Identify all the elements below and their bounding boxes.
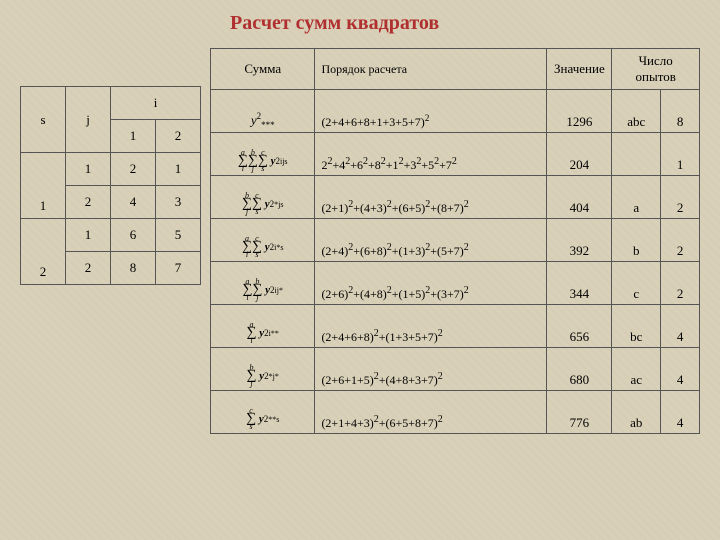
calc-cell: (2+1)2+(4+3)2+(6+5)2+(8+7)2 (315, 176, 547, 219)
sum-cell: y2*** (211, 90, 315, 133)
hdr-calc: Порядок расчета (315, 49, 547, 90)
left-j: 2 (66, 252, 111, 285)
table-row: b∑jc∑s y2*js(2+1)2+(4+3)2+(6+5)2+(8+7)24… (211, 176, 700, 219)
left-i1: 6 (111, 219, 156, 252)
n-cell: 4 (661, 305, 700, 348)
sum-cell: b∑j y2*j* (211, 348, 315, 391)
left-row: 1 1 2 1 (21, 153, 201, 186)
value-cell: 204 (547, 133, 612, 176)
sum-cell: a∑ib∑jc∑s y2ijs (211, 133, 315, 176)
sum-cell: a∑ib∑j y2ij* (211, 262, 315, 305)
left-j: 2 (66, 186, 111, 219)
value-cell: 344 (547, 262, 612, 305)
left-i2: 1 (156, 153, 201, 186)
calc-cell: 22+42+62+82+12+32+52+72 (315, 133, 547, 176)
left-i1: 8 (111, 252, 156, 285)
exp-cell: bc (612, 305, 661, 348)
data-table-left: s j i 1 2 1 1 2 1 2 4 3 2 1 6 5 2 8 7 (20, 86, 201, 285)
exp-cell: abc (612, 90, 661, 133)
calc-cell: (2+4)2+(6+8)2+(1+3)2+(5+7)2 (315, 219, 547, 262)
n-cell: 2 (661, 219, 700, 262)
exp-cell: c (612, 262, 661, 305)
calc-cell: (2+1+4+3)2+(6+5+8+7)2 (315, 391, 547, 434)
exp-cell: b (612, 219, 661, 262)
sum-cell: c∑s y2**s (211, 391, 315, 434)
left-s: 1 (21, 153, 66, 219)
left-i2: 7 (156, 252, 201, 285)
sum-cell: b∑jc∑s y2*js (211, 176, 315, 219)
exp-cell: ac (612, 348, 661, 391)
table-row: a∑ic∑s y2i*s(2+4)2+(6+8)2+(1+3)2+(5+7)23… (211, 219, 700, 262)
hdr-sum: Сумма (211, 49, 315, 90)
value-cell: 680 (547, 348, 612, 391)
table-header-row: Сумма Порядок расчета Значение Число опы… (211, 49, 700, 90)
n-cell: 1 (661, 133, 700, 176)
calc-table-right: Сумма Порядок расчета Значение Число опы… (210, 48, 700, 434)
left-i2: 5 (156, 219, 201, 252)
exp-cell: ab (612, 391, 661, 434)
left-s: 2 (21, 219, 66, 285)
n-cell: 8 (661, 90, 700, 133)
n-cell: 4 (661, 348, 700, 391)
calc-cell: (2+4+6+8)2+(1+3+5+7)2 (315, 305, 547, 348)
left-i1: 2 (111, 153, 156, 186)
calc-cell: (2+4+6+8+1+3+5+7)2 (315, 90, 547, 133)
value-cell: 392 (547, 219, 612, 262)
sum-cell: a∑ic∑s y2i*s (211, 219, 315, 262)
left-hdr-i: i (111, 87, 201, 120)
value-cell: 776 (547, 391, 612, 434)
left-i1: 4 (111, 186, 156, 219)
left-i2: 3 (156, 186, 201, 219)
hdr-exp: Число опытов (612, 49, 700, 90)
left-j: 1 (66, 219, 111, 252)
value-cell: 656 (547, 305, 612, 348)
left-hdr-2: 2 (156, 120, 201, 153)
left-j: 1 (66, 153, 111, 186)
calc-cell: (2+6)2+(4+8)2+(1+5)2+(3+7)2 (315, 262, 547, 305)
value-cell: 1296 (547, 90, 612, 133)
page-title: Расчет сумм квадратов (230, 12, 439, 35)
left-hdr-s: s (21, 87, 66, 153)
table-row: b∑j y2*j*(2+6+1+5)2+(4+8+3+7)2680ac4 (211, 348, 700, 391)
n-cell: 4 (661, 391, 700, 434)
n-cell: 2 (661, 262, 700, 305)
table-row: c∑s y2**s(2+1+4+3)2+(6+5+8+7)2776ab4 (211, 391, 700, 434)
hdr-val: Значение (547, 49, 612, 90)
table-row: y2***(2+4+6+8+1+3+5+7)21296abc8 (211, 90, 700, 133)
sum-cell: a∑i y2i** (211, 305, 315, 348)
table-row: a∑ib∑jc∑s y2ijs22+42+62+82+12+32+52+7220… (211, 133, 700, 176)
left-row: 2 1 6 5 (21, 219, 201, 252)
table-row: a∑ib∑j y2ij*(2+6)2+(4+8)2+(1+5)2+(3+7)23… (211, 262, 700, 305)
exp-cell (612, 133, 661, 176)
exp-cell: a (612, 176, 661, 219)
table-row: a∑i y2i**(2+4+6+8)2+(1+3+5+7)2656bc4 (211, 305, 700, 348)
calc-cell: (2+6+1+5)2+(4+8+3+7)2 (315, 348, 547, 391)
value-cell: 404 (547, 176, 612, 219)
left-hdr-1: 1 (111, 120, 156, 153)
left-hdr-j: j (66, 87, 111, 153)
n-cell: 2 (661, 176, 700, 219)
